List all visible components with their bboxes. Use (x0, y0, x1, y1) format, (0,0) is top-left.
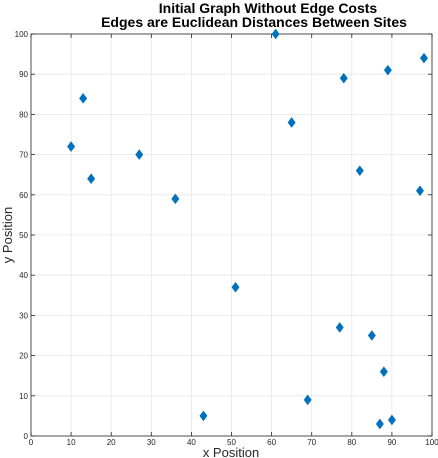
grid-lines (30, 33, 433, 437)
y-tick-label: 90 (19, 70, 28, 79)
data-point-diamond (375, 418, 384, 430)
y-tick-label: 80 (19, 110, 28, 119)
data-point-diamond (171, 193, 180, 205)
x-tick-label: 0 (29, 438, 34, 447)
data-point-diamond (231, 281, 240, 293)
data-point-diamond (379, 366, 388, 377)
y-tick-label: 70 (19, 151, 28, 160)
x-tick-label: 60 (267, 438, 276, 447)
data-point-diamond (415, 185, 424, 197)
axis-ticks: 0 10 20 30 40 50 60 70 80 90 100 0 10 20 30 40 50 60 70 80 9… (15, 30, 438, 447)
x-tick-label: 90 (387, 438, 396, 447)
data-point-diamond (339, 72, 348, 84)
x-tick-label: 20 (107, 438, 116, 447)
data-point-diamond (271, 28, 280, 40)
y-tick-label: 10 (19, 392, 28, 401)
data-point-diamond (367, 330, 376, 341)
chart-title-line-2: Edges are Euclidean Distances Between Si… (101, 14, 407, 30)
y-tick-label: 40 (19, 271, 28, 280)
y-tick-label: 0 (24, 432, 29, 441)
y-tick-label: 30 (19, 311, 28, 320)
data-point-diamond (335, 322, 344, 333)
x-tick-label: 10 (67, 438, 76, 447)
data-point-diamond (303, 394, 312, 406)
y-tick-label: 20 (19, 352, 28, 361)
y-tick-label: 50 (19, 231, 28, 240)
x-axis-label: x Position (203, 445, 259, 458)
data-point-diamond (287, 117, 296, 128)
data-points (67, 28, 428, 430)
y-axis-label: y Position (0, 207, 15, 263)
data-point-diamond (355, 165, 364, 176)
data-point-diamond (67, 141, 76, 152)
data-point-diamond (135, 149, 144, 160)
x-tick-label: 80 (347, 438, 356, 447)
x-tick-label: 30 (147, 438, 156, 447)
x-tick-label: 100 (425, 438, 438, 447)
x-tick-label: 50 (227, 438, 236, 447)
data-point-diamond (420, 52, 428, 64)
y-tick-label: 60 (19, 191, 28, 200)
data-point-diamond (87, 173, 96, 185)
data-point-diamond (79, 93, 88, 104)
data-point-diamond (199, 410, 208, 422)
x-tick-label: 40 (187, 438, 196, 447)
y-tick-label: 100 (15, 30, 29, 39)
x-tick-label: 70 (307, 438, 316, 447)
data-point-diamond (387, 414, 396, 426)
data-point-diamond (383, 64, 392, 76)
chart-title-line-1: Initial Graph Without Edge Costs (159, 0, 378, 16)
